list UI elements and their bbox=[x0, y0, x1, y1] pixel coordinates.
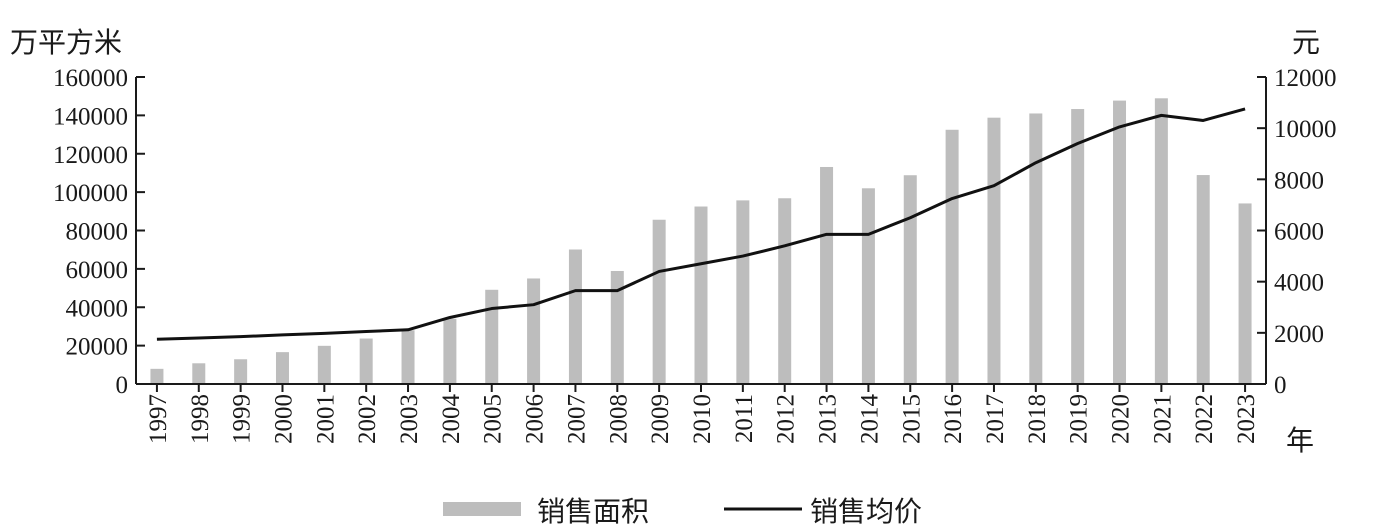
left-axis-unit: 万平方米 bbox=[10, 26, 122, 59]
bar-1998 bbox=[192, 363, 206, 384]
x-tick-label: 2022 bbox=[1191, 394, 1218, 444]
x-tick-label: 1998 bbox=[187, 394, 214, 444]
x-tick-label: 2023 bbox=[1233, 394, 1260, 444]
x-tick-label: 2007 bbox=[563, 394, 590, 444]
x-tick-label: 2018 bbox=[1024, 394, 1051, 444]
left-tick-label: 20000 bbox=[66, 334, 129, 361]
right-tick-label: 8000 bbox=[1274, 167, 1324, 194]
bar-2015 bbox=[903, 175, 917, 384]
bar-2008 bbox=[610, 270, 624, 384]
bar-2006 bbox=[527, 278, 541, 384]
left-tick-label: 140000 bbox=[53, 103, 128, 130]
legend-bar-label: 销售面积 bbox=[537, 495, 649, 528]
bar-2001 bbox=[317, 345, 331, 384]
x-tick-label: 2008 bbox=[605, 394, 632, 444]
x-tick-label: 2000 bbox=[270, 394, 297, 444]
bar-1999 bbox=[234, 359, 248, 384]
bar-2021 bbox=[1154, 98, 1168, 385]
x-tick-label: 2017 bbox=[982, 394, 1009, 444]
right-tick-label: 12000 bbox=[1274, 65, 1337, 92]
left-tick-label: 80000 bbox=[66, 219, 129, 246]
bars-layer bbox=[150, 98, 1252, 385]
left-tick-label: 100000 bbox=[53, 180, 128, 207]
bar-2014 bbox=[861, 188, 875, 384]
x-tick-label: 2005 bbox=[480, 394, 507, 444]
x-tick-label: 2013 bbox=[815, 394, 842, 444]
bar-2022 bbox=[1196, 175, 1210, 384]
left-tick-label: 160000 bbox=[53, 65, 128, 92]
x-tick-label: 2015 bbox=[898, 394, 925, 444]
right-tick-label: 2000 bbox=[1274, 321, 1324, 348]
bar-2017 bbox=[987, 117, 1001, 385]
bar-2020 bbox=[1113, 100, 1127, 384]
bar-2011 bbox=[736, 200, 750, 384]
bar-2023 bbox=[1238, 203, 1252, 384]
bar-2012 bbox=[778, 198, 792, 384]
x-tick-label: 2010 bbox=[689, 394, 716, 444]
left-tick-label: 40000 bbox=[66, 295, 129, 322]
right-axis-unit: 元 bbox=[1292, 26, 1320, 59]
right-tick-label: 4000 bbox=[1274, 270, 1324, 297]
x-tick-label: 2009 bbox=[647, 394, 674, 444]
x-tick-label: 2014 bbox=[856, 394, 883, 445]
x-tick-label: 1997 bbox=[145, 394, 172, 444]
x-tick-label: 1999 bbox=[229, 394, 256, 444]
right-tick-label: 6000 bbox=[1274, 219, 1324, 246]
left-tick-label: 120000 bbox=[53, 142, 128, 169]
x-axis-unit: 年 bbox=[1286, 424, 1314, 457]
bar-2018 bbox=[1029, 113, 1043, 385]
x-tick-label: 2012 bbox=[773, 394, 800, 444]
bar-2016 bbox=[945, 129, 959, 384]
right-tick-label: 10000 bbox=[1274, 116, 1337, 143]
bar-2004 bbox=[443, 318, 457, 384]
legend-line-label: 销售均价 bbox=[810, 495, 922, 528]
bar-2013 bbox=[820, 166, 834, 384]
x-tick-label: 2006 bbox=[522, 394, 549, 444]
right-tick-label: 0 bbox=[1274, 372, 1287, 399]
legend: 销售面积 销售均价 bbox=[443, 495, 922, 528]
bar-2009 bbox=[652, 219, 666, 384]
x-ticks: 1997 1998 1999 2000 2001 2002 2003 2004 2005 2006… bbox=[145, 384, 1260, 444]
legend-bar-swatch bbox=[443, 502, 521, 516]
x-tick-label: 2016 bbox=[940, 394, 967, 444]
right-y-ticks: 0 2000 4000 6000 8000 10000 12000 bbox=[1257, 65, 1337, 399]
left-tick-label: 0 bbox=[116, 372, 129, 399]
price-line bbox=[156, 107, 1246, 341]
bar-2002 bbox=[359, 338, 373, 384]
x-tick-label: 2002 bbox=[354, 394, 381, 444]
x-tick-label: 2003 bbox=[396, 394, 423, 444]
left-tick-label: 60000 bbox=[66, 257, 129, 284]
x-tick-label: 2019 bbox=[1066, 394, 1093, 444]
bar-2007 bbox=[568, 249, 582, 384]
bar-2003 bbox=[401, 330, 415, 384]
x-tick-label: 2021 bbox=[1149, 394, 1176, 444]
bar-2019 bbox=[1071, 109, 1085, 384]
x-tick-label: 2004 bbox=[438, 394, 465, 445]
line-layer bbox=[156, 107, 1246, 341]
left-y-ticks: 0 20000 40000 60000 80000 100000 120000 140000 1… bbox=[53, 65, 145, 399]
bar-2000 bbox=[275, 352, 289, 384]
bar-1997 bbox=[150, 368, 164, 384]
x-tick-label: 2001 bbox=[312, 394, 339, 444]
bar-2005 bbox=[485, 289, 499, 384]
x-tick-label: 2020 bbox=[1108, 394, 1135, 444]
x-tick-label: 2011 bbox=[731, 394, 758, 443]
bar-2010 bbox=[694, 206, 708, 384]
